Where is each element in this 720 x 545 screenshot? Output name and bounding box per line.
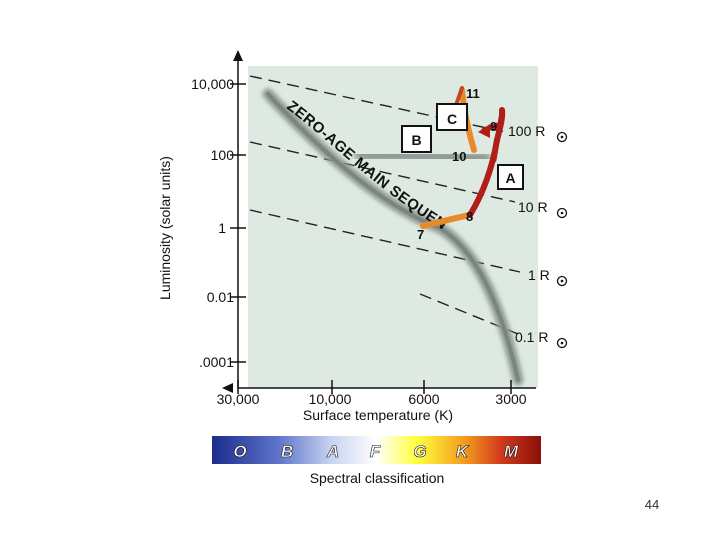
- radius-label-10: 10 R: [518, 199, 548, 215]
- spectral-class-g: G: [413, 442, 426, 461]
- spectral-class-o: O: [233, 442, 246, 461]
- spectral-class-labels: O B A F G K M: [233, 442, 519, 462]
- x-tick-label: 10,000: [309, 391, 352, 407]
- x-axis-arrow-icon: [222, 383, 233, 393]
- box-b-text: B: [411, 132, 421, 148]
- y-tick-labels: 10,000 100 1 0.01 .0001: [191, 76, 234, 370]
- stage-10: 10: [452, 149, 466, 164]
- x-axis-title: Surface temperature (K): [303, 407, 453, 423]
- x-tick-label: 6000: [408, 391, 439, 407]
- evolution-tracks: [420, 86, 506, 229]
- x-tick-labels: 30,000 10,000 6000 3000: [217, 391, 527, 407]
- y-tick-label: .0001: [199, 354, 234, 370]
- spectral-bar: [212, 436, 541, 464]
- spectral-classification-title: Spectral classification: [310, 470, 445, 486]
- x-tick-label: 3000: [495, 391, 526, 407]
- y-tick-label: 10,000: [191, 76, 234, 92]
- track-9-10: [491, 109, 505, 163]
- sun-symbol-dot-icon: [560, 135, 564, 139]
- spectral-class-f: F: [370, 442, 381, 461]
- main-sequence-core: [266, 92, 520, 382]
- y-tick-label: 100: [211, 147, 235, 163]
- sun-symbol-dot-icon: [560, 341, 564, 345]
- stage-8: 8: [466, 209, 473, 224]
- spectral-class-k: K: [456, 442, 470, 461]
- spectral-class-a: A: [326, 442, 339, 461]
- horizontal-branch: [354, 149, 491, 164]
- track-arrowhead: [478, 124, 490, 138]
- y-tick-label: 1: [218, 220, 226, 236]
- sun-symbol-dot-icon: [560, 211, 564, 215]
- radius-line-10: [249, 141, 516, 203]
- track-7-8: [420, 212, 473, 229]
- radius-label-100: 100 R: [508, 123, 545, 139]
- axes: [222, 50, 536, 394]
- label-box-b: B: [401, 125, 432, 153]
- page-number: 44: [644, 497, 660, 512]
- box-a-text: A: [505, 170, 515, 186]
- radius-labels: 100 R 10 R 1 R 0.1 R: [508, 123, 568, 349]
- stage-9: 9: [490, 119, 497, 134]
- x-tick-label: 30,000: [217, 391, 260, 407]
- sun-symbol-icon: [556, 337, 568, 349]
- label-box-c: C: [436, 103, 468, 131]
- radius-label-0.1: 0.1 R: [515, 329, 548, 345]
- stage-11: 11: [466, 86, 480, 101]
- sun-symbol-icon: [556, 207, 568, 219]
- stage-7: 7: [417, 227, 424, 242]
- sun-symbol-icon: [556, 275, 568, 287]
- box-c-text: C: [447, 111, 457, 127]
- sun-symbol-dot-icon: [560, 279, 564, 283]
- y-tick-label: 0.01: [207, 289, 234, 305]
- stage-labels: 7 8 9 10 11: [417, 86, 497, 242]
- y-axis-arrow-icon: [233, 50, 243, 61]
- radius-label-1: 1 R: [528, 267, 550, 283]
- y-axis-title: Luminosity (solar units): [157, 156, 173, 300]
- spectral-class-m: M: [504, 442, 519, 461]
- sun-symbol-icon: [556, 131, 568, 143]
- spectral-class-b: B: [281, 442, 293, 461]
- label-box-a: A: [497, 164, 524, 190]
